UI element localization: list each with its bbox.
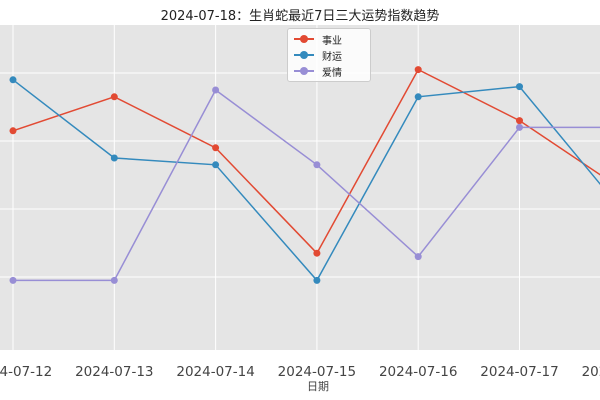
series-1 [9,76,600,284]
x-axis-label: 日期 [307,380,329,393]
x-tick-label: 2024-07-18 [582,364,600,380]
legend-item-wealth: 财运 [294,47,364,63]
x-tick-label: 2024-07-15 [278,364,356,380]
data-point [9,127,17,135]
legend: 事业 财运 爱情 [287,28,371,82]
data-point [414,66,422,74]
legend-label-wealth: 财运 [322,51,342,63]
x-tick-label: 2024-07-12 [0,364,52,380]
legend-item-love: 爱情 [294,63,364,79]
x-tick-label: 2024-07-17 [480,364,558,380]
data-point [9,76,17,84]
chart-title: 2024-07-18：生肖蛇最近7日三大运势指数趋势 [160,9,440,24]
legend-label-love: 爱情 [322,67,342,79]
data-point [110,154,118,162]
data-point [110,93,118,101]
data-point [110,276,118,284]
legend-swatch-career [294,34,314,44]
x-tick-label: 2024-07-13 [75,364,153,380]
data-point [414,253,422,261]
data-point [212,144,220,152]
data-point [212,161,220,169]
data-point [313,276,321,284]
legend-label-career: 事业 [322,35,342,47]
legend-swatch-wealth [294,50,314,60]
x-tick-labels: 2024-07-12 2024-07-13 2024-07-14 2024-07-15… [0,364,600,380]
data-point [516,123,523,131]
series-layer [9,66,600,284]
data-point [414,93,422,101]
data-point [516,117,523,125]
x-tick-label: 2024-07-14 [176,364,254,380]
x-tick-label: 2024-07-16 [379,364,457,380]
series-0 [9,66,600,257]
data-point [9,276,17,284]
data-point [516,83,523,91]
data-point [313,161,321,169]
data-point [212,86,220,94]
data-point [313,249,321,257]
legend-item-career: 事业 [294,31,364,47]
legend-swatch-love [294,66,314,76]
grid [0,25,600,350]
series-2 [9,86,600,284]
